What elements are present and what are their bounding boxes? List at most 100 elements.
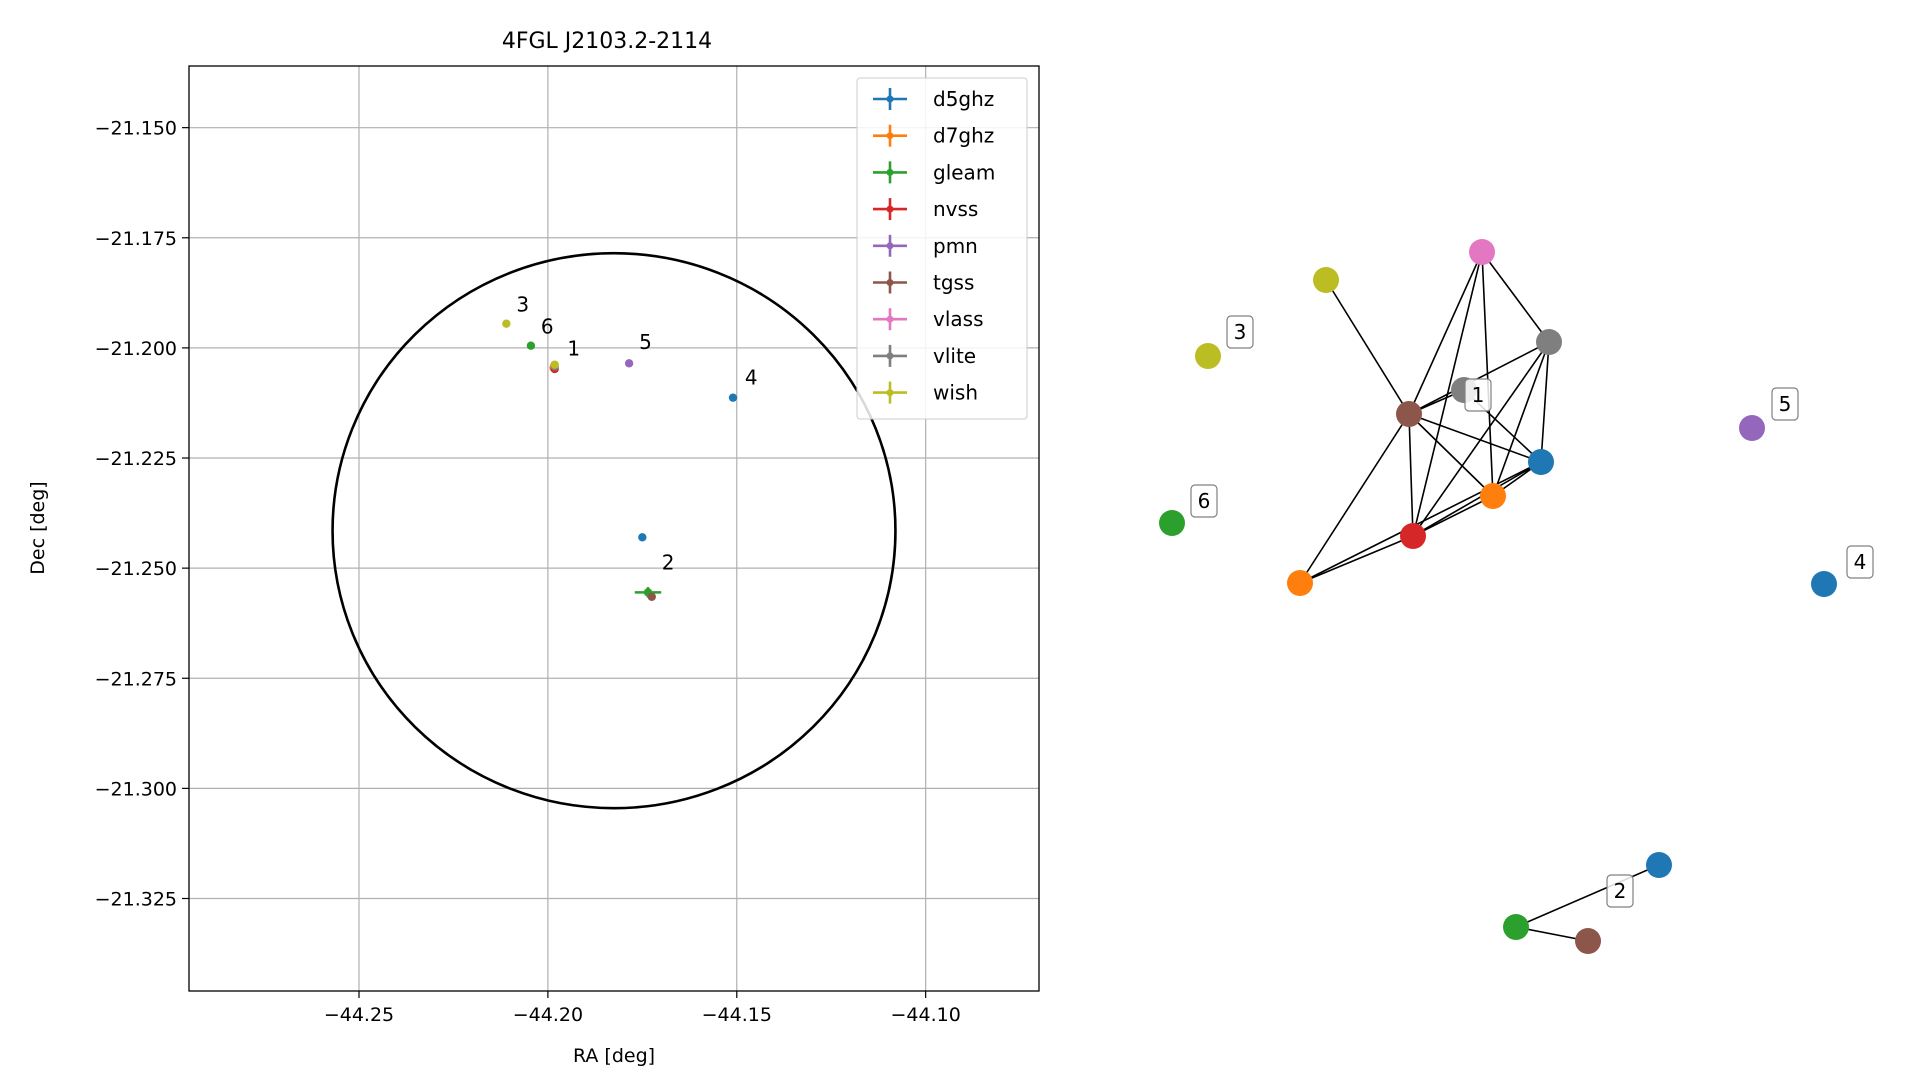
cluster-label-2: 2 <box>1606 874 1634 908</box>
network-edge <box>1515 864 1660 928</box>
cluster-label-4: 4 <box>1846 545 1874 579</box>
point-tgss <box>647 592 656 601</box>
legend-entry-d7ghz: d7ghz <box>873 124 994 148</box>
legend-entry-gleam: gleam <box>873 160 995 184</box>
network-node-c1-vlass <box>1469 239 1495 265</box>
network-edge <box>1540 341 1550 463</box>
y-tick-label: −21.175 <box>95 228 177 250</box>
network-node-c6-gleam <box>1159 510 1185 536</box>
y-tick-label: −21.200 <box>95 338 177 360</box>
data-points <box>502 319 738 601</box>
legend-marker-dot <box>886 205 894 213</box>
cluster-label-text: 2 <box>1614 879 1627 903</box>
legend-marker-dot <box>886 168 894 176</box>
network-node-c1-nvss <box>1400 523 1426 549</box>
legend-marker-dot <box>886 95 894 103</box>
legend-entry-vlass: vlass <box>873 307 984 331</box>
legend-label: vlite <box>933 344 976 368</box>
plot-frame <box>188 65 1040 992</box>
network-node-c4-d5ghz <box>1811 571 1837 597</box>
network-edge <box>1408 413 1414 537</box>
legend-entry-pmn: pmn <box>873 234 978 258</box>
cluster-label-box <box>1464 378 1492 412</box>
cluster-label-text: 5 <box>1779 392 1792 416</box>
network-node-c5-pmn <box>1739 415 1765 441</box>
network-edge <box>1492 341 1550 497</box>
cluster-label-6: 6 <box>1190 484 1218 518</box>
cluster-label-text: 6 <box>1198 489 1211 513</box>
y-axis-label: Dec [deg] <box>27 481 49 574</box>
x-tick-label: −44.20 <box>513 1004 583 1026</box>
x-tick-label: −44.25 <box>324 1004 394 1026</box>
x-tick-label: −44.15 <box>702 1004 772 1026</box>
cluster-label-box <box>1226 315 1254 349</box>
point-label-1: 1 <box>567 337 580 361</box>
network-edge <box>1408 413 1494 497</box>
network-edge <box>1481 251 1550 343</box>
legend-marker-dot <box>886 389 894 397</box>
y-tick-label: −21.275 <box>95 668 177 690</box>
point-label-4: 4 <box>745 365 758 389</box>
localization-ellipse-shape <box>331 251 897 810</box>
legend-marker-dot <box>886 279 894 286</box>
legend-label: gleam <box>933 160 995 184</box>
point-label-5: 5 <box>639 330 652 354</box>
network-node-c2-gleam <box>1503 914 1529 940</box>
cluster-label-1: 1 <box>1464 378 1492 412</box>
cluster-label-box <box>1771 387 1799 421</box>
legend-label: pmn <box>933 234 978 258</box>
y-tick-label: −21.150 <box>95 118 177 140</box>
point-wish <box>502 319 511 328</box>
network-node-c1-d5ghz <box>1528 449 1554 475</box>
x-tick-label: −44.10 <box>891 1004 961 1026</box>
cluster-label-3: 3 <box>1226 315 1254 349</box>
legend-label: d7ghz <box>933 124 994 148</box>
legend-entry-nvss: nvss <box>873 197 978 221</box>
axis-ticks: −44.25 −44.20 −44.15 −44.10 −21.150 −21.175 −2… <box>95 118 961 1026</box>
network-edge <box>1408 413 1542 463</box>
network-edge <box>1325 279 1410 415</box>
legend-marker-dot <box>886 132 894 140</box>
legend-marker-dot <box>886 315 894 323</box>
y-tick-label: −21.250 <box>95 558 177 580</box>
legend-label: nvss <box>933 197 978 221</box>
legend-box <box>856 77 1028 420</box>
legend-label: tgss <box>933 271 974 295</box>
legend-marker-dot <box>886 352 894 360</box>
network-edge <box>1412 461 1542 537</box>
network-edge <box>1412 341 1550 537</box>
point-label-6: 6 <box>541 315 554 339</box>
x-axis-label: RA [deg] <box>573 1045 655 1067</box>
network-edges <box>1299 251 1660 942</box>
y-tick-label: −21.300 <box>95 778 177 800</box>
network-node-c1-tgss <box>1396 401 1422 427</box>
y-tick-label: −21.225 <box>95 448 177 470</box>
cluster-label-text: 1 <box>1472 383 1485 407</box>
network-edge <box>1408 341 1550 415</box>
legend-entries: d5ghz d7ghz gleam nvss pmn tgss vlass vlite wish <box>873 87 995 405</box>
legend-label: wish <box>933 381 978 405</box>
network-node-c3-wish <box>1195 343 1221 369</box>
legend-marker-dot <box>886 242 894 250</box>
network-edge <box>1408 251 1483 415</box>
point-label-3: 3 <box>516 293 529 317</box>
network-panel: 1 2 3 4 5 6 <box>1159 239 1874 954</box>
cluster-label-text: 4 <box>1854 550 1867 574</box>
legend-entry-tgss: tgss <box>873 271 974 295</box>
legend-label: vlass <box>933 307 984 331</box>
network-node-c1-d7ghz2 <box>1287 570 1313 596</box>
point-label-2: 2 <box>662 550 675 574</box>
legend-entry-d5ghz: d5ghz <box>873 87 994 111</box>
network-edge <box>1412 495 1494 537</box>
point-annotations: 1 2 3 4 5 6 <box>516 293 757 575</box>
cluster-label-box <box>1606 874 1634 908</box>
network-edge <box>1299 461 1542 584</box>
network-node-c1-d7ghz <box>1480 483 1506 509</box>
network-edge <box>1412 251 1483 537</box>
point-wish <box>550 360 559 369</box>
cluster-label-5: 5 <box>1771 387 1799 421</box>
grid-layer <box>189 66 1039 991</box>
point-gleam <box>526 341 536 350</box>
